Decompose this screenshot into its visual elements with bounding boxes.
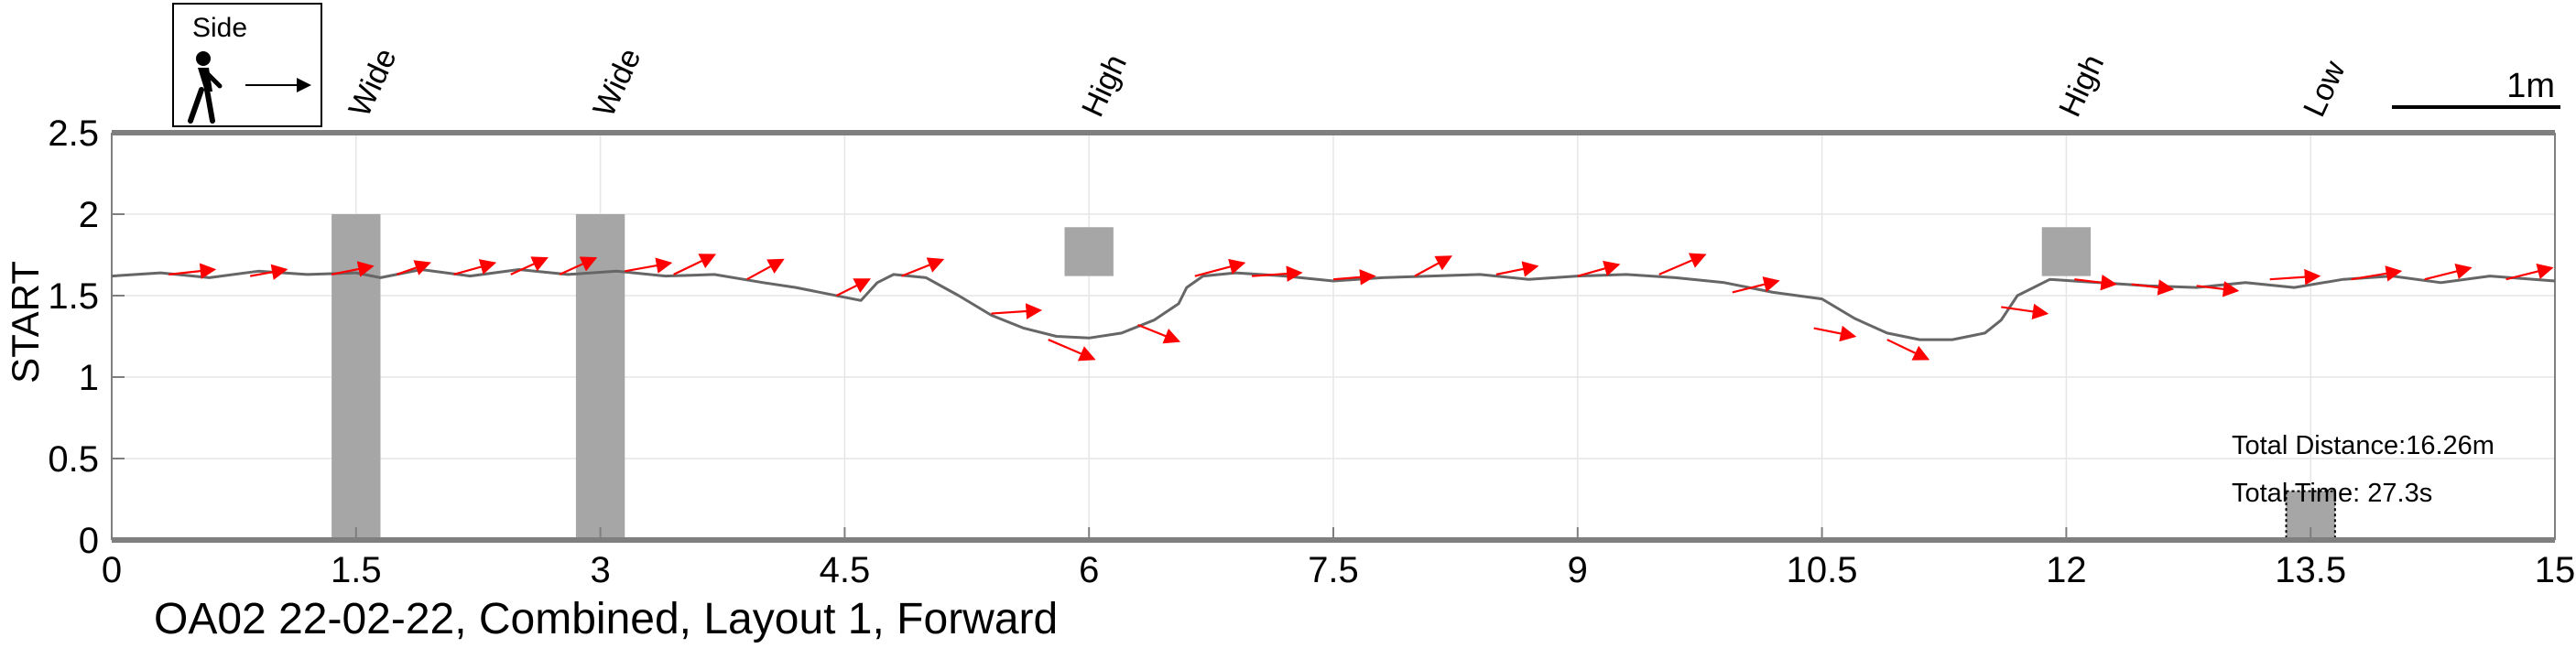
velocity-arrow: [746, 258, 785, 281]
obstacle-label: Wide: [586, 43, 647, 122]
velocity-arrow: [1658, 253, 1707, 275]
velocity-arrow: [559, 256, 598, 275]
velocity-arrow: [836, 278, 872, 297]
y-tick-label: 1.5: [48, 276, 99, 317]
obstacle-label: Wide: [342, 43, 404, 122]
velocity-arrow: [1048, 339, 1096, 362]
y-tick-label: 1: [79, 358, 99, 398]
y-tick-label: 0: [79, 521, 99, 561]
velocity-arrow: [396, 260, 431, 275]
velocity-arrow: [1251, 265, 1303, 282]
velocity-arrow: [2074, 274, 2117, 291]
obstacle-high: [1064, 227, 1114, 276]
velocity-arrow: [1414, 255, 1452, 277]
obstacle-label: Low: [2297, 55, 2353, 122]
scale-bar: 1m: [2392, 67, 2560, 109]
velocity-arrow: [1332, 269, 1376, 286]
x-tick-label: 7.5: [1308, 550, 1359, 590]
x-tick-label: 13.5: [2275, 550, 2346, 590]
x-tick-label: 3: [590, 550, 610, 590]
velocity-arrow: [1137, 324, 1181, 344]
velocity-arrow: [2424, 263, 2473, 281]
grid: [111, 132, 2556, 541]
velocity-arrow: [1577, 260, 1621, 277]
velocity-arrow: [249, 264, 288, 280]
x-tick-label: 12: [2046, 550, 2087, 590]
x-tick-label: 6: [1079, 550, 1099, 590]
trajectory-line: [111, 268, 2556, 341]
total-time: Total Time: 27.3s: [2232, 479, 2432, 508]
x-tick-label: 9: [1568, 550, 1588, 590]
velocity-arrow: [1732, 276, 1780, 294]
total-distance: Total Distance:16.26m: [2232, 431, 2494, 460]
obstacle-label: High: [1075, 49, 1134, 122]
velocity-arrow: [331, 261, 375, 277]
labels: Wide Wide High High Low: [342, 43, 2353, 122]
x-tick-label: 4.5: [820, 550, 871, 590]
velocity-arrow: [168, 263, 217, 279]
velocity-arrow: [453, 259, 497, 275]
walking-person-icon: [188, 51, 223, 124]
x-tick-label: 1.5: [331, 550, 382, 590]
velocity-arrow: [2351, 265, 2403, 282]
obstacle-label: High: [2052, 49, 2111, 122]
legend-label: Side: [192, 13, 247, 43]
series: [111, 268, 2556, 341]
velocity-arrow: [510, 256, 549, 275]
y-tick-label: 2.5: [48, 113, 99, 154]
velocity-arrow: [2196, 281, 2240, 297]
velocity-arrow: [1886, 339, 1930, 361]
chart-title: OA02 22-02-22, Combined, Layout 1, Forwa…: [154, 595, 1058, 643]
y-tick-label: 0.5: [48, 439, 99, 480]
velocity-arrow: [2001, 303, 2049, 320]
velocity-arrow: [1495, 261, 1539, 277]
velocity-arrow: [1194, 258, 1246, 277]
scale-bar-label: 1m: [2506, 67, 2555, 105]
velocity-arrow: [1813, 325, 1857, 342]
x-tick-label: 0: [102, 550, 122, 590]
velocity-arrow: [2131, 279, 2175, 296]
velocity-arrow: [901, 257, 945, 277]
legend: Side: [172, 3, 322, 127]
x-tick-label: 10.5: [1787, 550, 1858, 590]
velocity-arrow: [625, 257, 673, 274]
y-axis-label: START: [4, 261, 47, 383]
velocity-arrow: [991, 303, 1043, 319]
obstacle-high: [2041, 227, 2092, 276]
axes: 0 1.5 3 4.5 6 7.5 9 10.5 12 13.5 15 0 0.5 1 1.5 2 2.5: [48, 113, 2575, 590]
y-tick-label: 2: [79, 195, 99, 235]
velocity-arrow: [2269, 268, 2321, 286]
obstacle-wide: [332, 214, 381, 540]
velocity-arrows: [168, 253, 2554, 362]
x-tick-label: 15: [2535, 550, 2576, 590]
velocity-arrow: [2505, 263, 2554, 281]
velocity-arrow: [673, 254, 717, 275]
